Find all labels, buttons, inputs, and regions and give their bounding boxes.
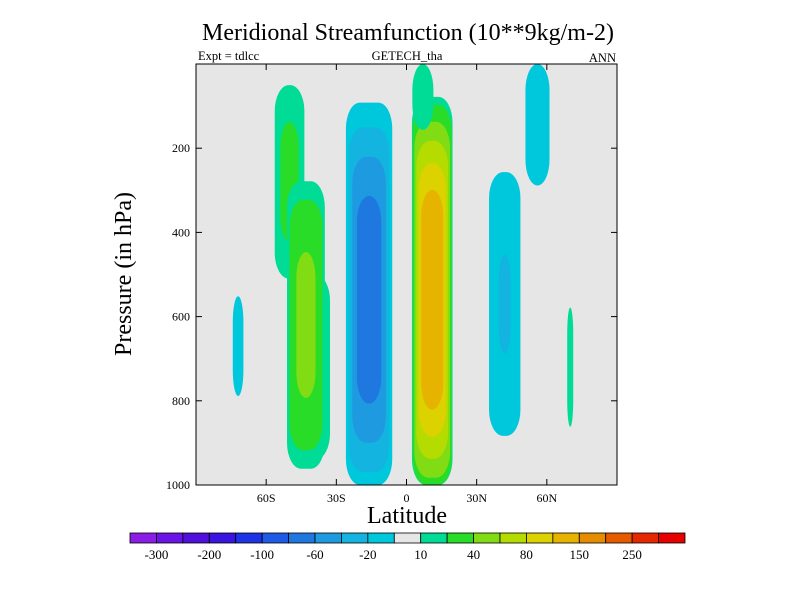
cell-northern-upper-band bbox=[525, 64, 550, 186]
cell-northern-hadley-upper bbox=[412, 64, 434, 130]
colorbar-label: -200 bbox=[197, 547, 221, 562]
cell-northern-ferrel bbox=[489, 172, 521, 436]
contour-level--20 bbox=[525, 64, 550, 186]
cell-southern-hadley bbox=[345, 102, 393, 486]
colorbar-box bbox=[605, 532, 633, 544]
colorbar-box bbox=[156, 532, 184, 544]
colorbar-label: 150 bbox=[570, 547, 590, 562]
y-tick-label: 400 bbox=[172, 225, 190, 239]
colorbar-box bbox=[288, 532, 316, 544]
colorbar-label: 250 bbox=[622, 547, 642, 562]
x-tick-label: 30N bbox=[466, 491, 487, 505]
cell-northern-polar bbox=[567, 307, 574, 427]
colorbar-box bbox=[499, 532, 527, 544]
colorbar-box bbox=[261, 532, 289, 544]
cell-northern-hadley bbox=[411, 96, 453, 486]
x-axis-label: Latitude bbox=[367, 503, 447, 529]
colorbar-box bbox=[473, 532, 501, 544]
colorbar-label: 40 bbox=[467, 547, 480, 562]
y-tick-label: 200 bbox=[172, 141, 190, 155]
y-axis-label: Pressure (in hPa) bbox=[111, 192, 137, 356]
experiment-label: Expt = tdlcc bbox=[198, 49, 260, 63]
x-tick-label: 60S bbox=[257, 491, 276, 505]
contour-level--40 bbox=[498, 254, 511, 354]
y-tick-label: 1000 bbox=[166, 478, 190, 492]
plot-area bbox=[195, 63, 618, 486]
colorbar-box bbox=[235, 532, 263, 544]
colorbar-label: -300 bbox=[145, 547, 169, 562]
x-tick-label: 30S bbox=[327, 491, 346, 505]
model-label: GETECH_tha bbox=[372, 49, 443, 63]
colorbar-box bbox=[526, 532, 554, 544]
cell-southern-ferrel bbox=[287, 181, 325, 469]
y-tick-label: 800 bbox=[172, 394, 190, 408]
colorbar-label: -100 bbox=[250, 547, 274, 562]
contour-level--20 bbox=[232, 296, 244, 396]
season-label: ANN bbox=[589, 51, 616, 65]
colorbar-box bbox=[552, 532, 580, 544]
contour-level--80 bbox=[356, 195, 382, 404]
colorbar-box bbox=[446, 532, 474, 544]
colorbar-box bbox=[420, 532, 448, 544]
colorbar-box bbox=[129, 532, 157, 544]
contour-level-100 bbox=[421, 189, 444, 410]
chart-title: Meridional Streamfunction (10**9kg/m-2) bbox=[202, 20, 614, 46]
colorbar-box bbox=[393, 532, 422, 544]
colorbar-box bbox=[658, 532, 686, 544]
colorbar-box bbox=[314, 532, 342, 544]
colorbar-box bbox=[182, 532, 210, 544]
x-tick-label: 60N bbox=[536, 491, 557, 505]
contour-level-10 bbox=[412, 64, 434, 130]
contour-level-40 bbox=[296, 252, 316, 398]
colorbar-label: 10 bbox=[414, 547, 427, 562]
cell-southern-polar bbox=[232, 296, 244, 396]
colorbar-box bbox=[578, 532, 607, 544]
contour-level-10 bbox=[567, 307, 574, 427]
plot-background bbox=[196, 64, 617, 485]
colorbar-box bbox=[631, 532, 659, 544]
y-tick-label: 600 bbox=[172, 310, 190, 324]
colorbar-box bbox=[367, 532, 395, 544]
x-tick-label: 0 bbox=[404, 491, 410, 505]
colorbar-box bbox=[208, 532, 237, 544]
colorbar-label: -60 bbox=[306, 547, 323, 562]
colorbar-label: -20 bbox=[359, 547, 376, 562]
colorbar-box bbox=[341, 532, 369, 544]
colorbar-label: 80 bbox=[520, 547, 533, 562]
